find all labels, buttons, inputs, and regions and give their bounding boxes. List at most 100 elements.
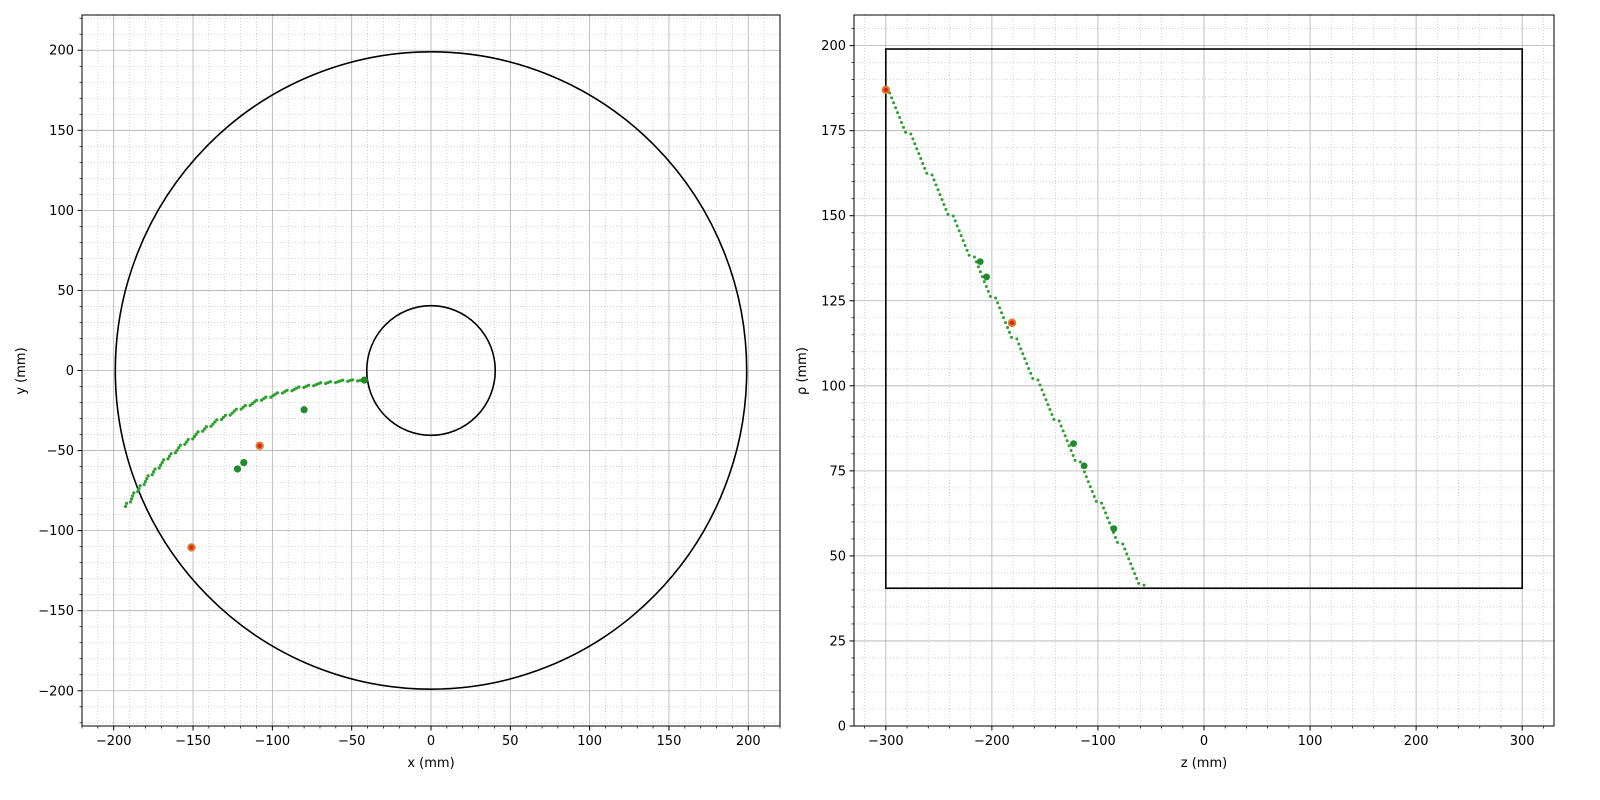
y-tick-label: 25 (829, 634, 846, 649)
track-hit (290, 389, 294, 393)
y-tick-label: 50 (57, 284, 74, 299)
track-hit (1115, 540, 1119, 544)
track-hit (324, 381, 328, 386)
track-hit (1121, 542, 1125, 546)
detector-outline (885, 48, 1523, 590)
track-hit (1063, 434, 1067, 438)
y-tick-label: 150 (821, 209, 846, 224)
track-hit (178, 443, 182, 447)
track-hit (940, 198, 944, 202)
track-hit-large (1110, 525, 1118, 533)
track-hit (138, 484, 142, 488)
track-hit (934, 183, 938, 187)
track-hit (204, 425, 208, 429)
track-hit (160, 460, 164, 465)
track-hit (230, 411, 234, 415)
x-tick-label: −100 (255, 734, 291, 749)
track-hit (904, 130, 908, 134)
y-axis-label: ρ (mm) (795, 347, 810, 395)
track-hit (1009, 335, 1013, 339)
y-tick-label: 175 (821, 124, 846, 139)
track-hit (986, 289, 990, 293)
track-hit (232, 409, 236, 413)
track-hit (1094, 499, 1098, 503)
track-hit (145, 477, 149, 481)
track-hit (129, 497, 134, 501)
track-hit-large (233, 465, 242, 473)
track-hit (124, 501, 129, 505)
track-hit (898, 116, 902, 120)
track-hit (202, 427, 207, 431)
major-grid (854, 15, 1554, 727)
track-hit-large (1070, 440, 1077, 448)
x-tick-label: 300 (1510, 734, 1535, 749)
track-hit (234, 407, 238, 411)
tick-marks (77, 17, 781, 731)
y-tick-label: −150 (38, 604, 74, 619)
track-hit (972, 255, 976, 259)
track-hits (123, 376, 368, 552)
track-hit (1061, 429, 1065, 433)
track-hit (896, 111, 900, 115)
y-tick-label: 150 (49, 124, 74, 139)
y-tick-label: 50 (829, 549, 846, 564)
track-hit (162, 458, 166, 462)
track-hit (911, 137, 915, 141)
xy-projection-panel: −200 −150 −100 −50 0 50 100 150 200 −200 −150 −100 −… (14, 14, 781, 771)
track-hit (196, 430, 200, 434)
track-hit (902, 125, 906, 129)
track-hit (1025, 362, 1029, 366)
track-hit (259, 398, 264, 402)
track-hit (169, 452, 173, 456)
track-hit (1113, 535, 1117, 539)
track-hit-large (240, 458, 248, 467)
track-hit (1040, 388, 1044, 392)
track-hit (1046, 403, 1050, 407)
y-tick-label: 125 (821, 294, 846, 309)
track-hit (1023, 357, 1027, 361)
tick-marks (849, 28, 1544, 731)
track-hit (1006, 326, 1010, 330)
track-hit (1000, 311, 1004, 315)
track-hit (223, 413, 228, 417)
track-hit (1048, 408, 1052, 412)
track-hit (900, 120, 904, 124)
x-tick-label: −50 (338, 734, 365, 749)
track-endpoint-core (189, 545, 194, 550)
track-hit (996, 301, 1000, 305)
track-hit (159, 463, 163, 467)
track-hit (173, 451, 178, 455)
track-hit (183, 442, 187, 446)
inner-detector-circle (365, 304, 497, 437)
track-hit (142, 482, 146, 487)
tick-labels: −300 −200 −100 0 100 200 300 0 25 50 75 100 125 150 17… (821, 39, 1534, 749)
track-hit (191, 437, 195, 441)
track-hit (177, 446, 181, 450)
track-hit (312, 384, 316, 388)
track-hit (1008, 330, 1012, 334)
track-hit (1102, 506, 1106, 510)
x-axis-label: z (mm) (1181, 756, 1227, 771)
track-hit (1050, 412, 1054, 416)
track-hit (215, 418, 219, 422)
track-hit (248, 403, 252, 407)
track-hit (219, 417, 224, 422)
track-endpoint-core (883, 87, 889, 93)
y-tick-label: 200 (49, 44, 74, 59)
track-hit (1108, 521, 1112, 525)
track-hit (932, 178, 936, 182)
track-hit (1038, 383, 1042, 387)
track-hit (892, 101, 896, 105)
track-hit (1059, 424, 1063, 428)
track-hit (1104, 511, 1108, 515)
track-hit (925, 171, 929, 175)
track-hit (201, 429, 205, 433)
track-hit (994, 296, 998, 300)
track-hit (146, 474, 150, 478)
track-hit (909, 132, 913, 136)
track-hit (131, 494, 135, 498)
outer-detector-circle (114, 51, 748, 690)
track-hit (1065, 439, 1069, 443)
track-hit (917, 152, 921, 156)
track-hit (963, 243, 967, 247)
